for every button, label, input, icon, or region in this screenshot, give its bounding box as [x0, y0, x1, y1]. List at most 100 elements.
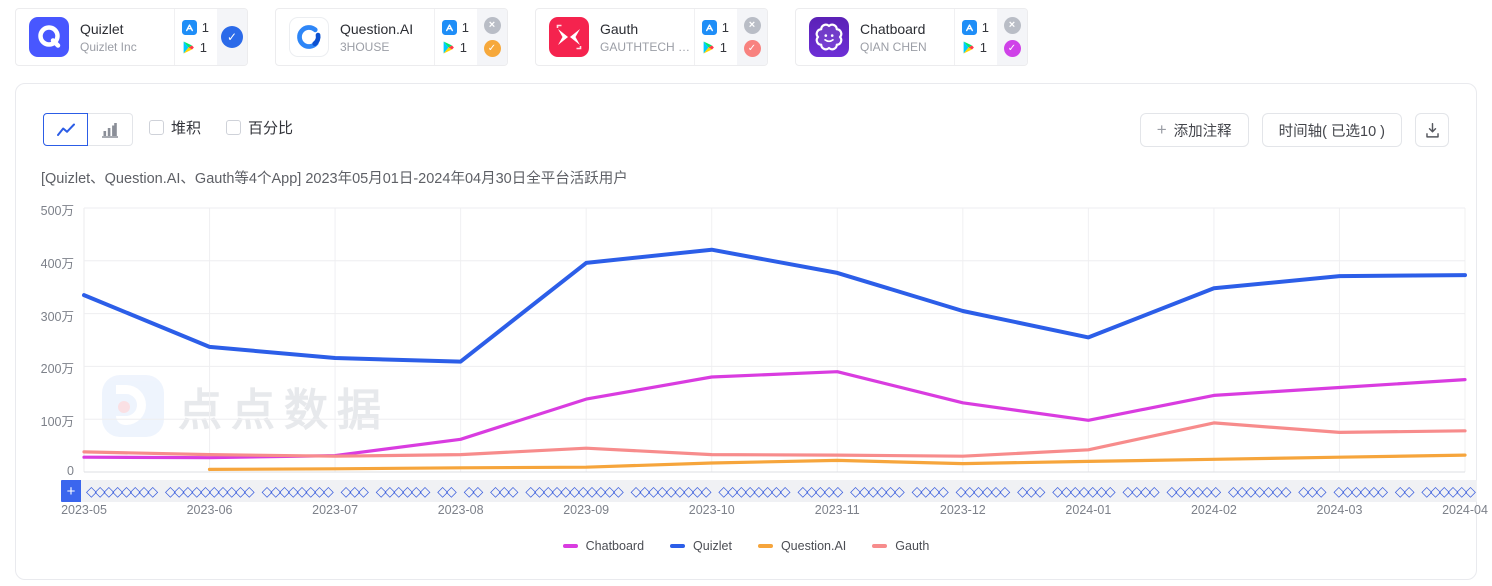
percent-checkbox[interactable]: 百分比 [226, 117, 293, 138]
store-counts: 1 1 [953, 9, 997, 65]
x-tick-label: 2024-02 [1190, 503, 1237, 517]
chart-toolbar-right: + 添加注释 时间轴( 已选10 ) [1139, 113, 1449, 147]
playstore-icon [443, 41, 454, 53]
chart-type-toggle [43, 113, 133, 146]
playstore-count-row: 1 [702, 40, 729, 55]
selected-check-icon[interactable]: ✓ [221, 26, 243, 48]
appstore-count: 1 [721, 19, 729, 35]
bar-chart-icon [102, 122, 118, 138]
selected-check-icon[interactable]: ✓ [1003, 40, 1021, 57]
line-chart-toggle-button[interactable] [43, 113, 88, 146]
app-card-text: Chatboard QIAN CHEN [860, 21, 954, 54]
add-annotation-label: 添加注释 [1173, 123, 1232, 140]
app-company: QIAN CHEN [860, 39, 927, 54]
appstore-count-row: 1 [961, 19, 989, 35]
annotation-marker-strip[interactable]: + ◇◇◇◇◇◇◇◇ ◇◇◇◇◇◇◇◇◇◇ ◇◇◇◇◇◇◇◇ ◇◇◇ ◇◇◇◇◇… [61, 480, 1477, 502]
x-tick-label: 2023-08 [437, 503, 484, 517]
app-card-text: Question.AI 3HOUSE [340, 21, 434, 54]
appstore-count-row: 1 [441, 19, 469, 35]
line-chart-plot[interactable] [82, 207, 1467, 473]
appstore-icon [701, 19, 717, 35]
x-tick-label: 2023-07 [312, 503, 359, 517]
y-tick-label: 500万 [40, 204, 74, 218]
download-icon [1425, 122, 1439, 138]
legend-label: Question.AI [780, 539, 847, 553]
selected-check-icon[interactable]: ✓ [483, 40, 501, 57]
version-marker-icons[interactable]: ◇◇◇◇◇◇◇◇ ◇◇◇◇◇◇◇◇◇◇ ◇◇◇◇◇◇◇◇ ◇◇◇ ◇◇◇◇◇◇ … [86, 483, 1477, 499]
card-action-area: ✓ [217, 9, 247, 65]
store-counts: 1 1 [433, 9, 477, 65]
remove-app-icon[interactable]: × [1003, 17, 1021, 34]
download-button[interactable] [1415, 113, 1449, 147]
appstore-icon [181, 19, 197, 35]
legend-swatch [872, 544, 888, 548]
add-annotation-button[interactable]: + 添加注释 [1139, 113, 1249, 147]
legend-swatch [562, 544, 578, 548]
series-line-chatboard [82, 370, 1467, 460]
percent-checkbox-box[interactable] [226, 120, 241, 135]
app-name: Chatboard [860, 20, 926, 37]
legend-swatch [757, 544, 773, 548]
chart-legend: Chatboard Quizlet Question.AI Gauth [16, 539, 1476, 553]
card-action-area: × ✓ [477, 9, 507, 65]
add-marker-button[interactable]: + [61, 480, 81, 502]
store-counts: 1 1 [173, 9, 217, 65]
card-action-area: × ✓ [737, 9, 767, 65]
playstore-count: 1 [199, 39, 207, 55]
series-line-question-ai [207, 453, 1467, 471]
appstore-count: 1 [981, 19, 989, 35]
app-company: Quizlet Inc [80, 39, 137, 54]
app-card-text: Gauth GAUTHTECH PT... [600, 21, 694, 54]
chatboard-app-icon [809, 17, 849, 57]
plus-icon: + [1156, 120, 1167, 139]
stacked-checkbox-label: 堆积 [171, 120, 202, 137]
app-card-question-ai[interactable]: Question.AI 3HOUSE 1 1 × ✓ [275, 8, 508, 66]
timeline-button[interactable]: 时间轴( 已选10 ) [1261, 113, 1402, 147]
bar-chart-toggle-button[interactable] [88, 113, 133, 146]
quizlet-app-icon [29, 17, 69, 57]
app-name: Quizlet [80, 20, 124, 37]
legend-item-chatboard[interactable]: Chatboard [562, 539, 644, 553]
playstore-count-row: 1 [182, 40, 209, 55]
app-name: Gauth [600, 20, 639, 37]
stacked-checkbox-box[interactable] [149, 120, 164, 135]
app-card-quizlet[interactable]: Quizlet Quizlet Inc 1 1 ✓ [15, 8, 248, 66]
gauth-app-icon [549, 17, 589, 57]
series-line-quizlet [82, 247, 1467, 364]
appstore-count-row: 1 [181, 19, 209, 35]
stacked-checkbox[interactable]: 堆积 [149, 117, 201, 138]
remove-app-icon[interactable]: × [743, 17, 761, 34]
app-card-chatboard[interactable]: Chatboard QIAN CHEN 1 1 × ✓ [795, 8, 1028, 66]
chart-canvas [82, 207, 1467, 473]
x-tick-label: 2023-06 [186, 503, 233, 517]
selected-check-icon[interactable]: ✓ [743, 40, 761, 57]
app-card-gauth[interactable]: Gauth GAUTHTECH PT... 1 1 × ✓ [535, 8, 768, 66]
x-tick-label: 2024-01 [1065, 503, 1112, 517]
app-company: GAUTHTECH PT... [600, 39, 694, 54]
playstore-count: 1 [719, 39, 727, 55]
chart-title: [Quizlet、Question.AI、Gauth等4个App] 2023年0… [41, 171, 628, 187]
playstore-count-row: 1 [442, 40, 469, 55]
x-tick-label: 2023-10 [688, 503, 735, 517]
x-tick-label: 2024-03 [1316, 503, 1363, 517]
question-ai-app-icon [289, 17, 329, 57]
legend-label: Gauth [895, 539, 930, 553]
legend-item-quizlet[interactable]: Quizlet [670, 539, 732, 553]
x-tick-label: 2024-04 [1442, 503, 1488, 517]
store-counts: 1 1 [693, 9, 737, 65]
line-chart-icon [56, 123, 75, 136]
playstore-count: 1 [459, 39, 467, 55]
remove-app-icon[interactable]: × [483, 17, 501, 34]
appstore-icon [441, 19, 457, 35]
legend-item-question-ai[interactable]: Question.AI [757, 539, 847, 553]
y-tick-label: 300万 [40, 309, 74, 324]
playstore-count-row: 1 [962, 40, 989, 55]
app-card-text: Quizlet Quizlet Inc [80, 21, 174, 54]
appstore-count: 1 [461, 19, 469, 35]
x-tick-label: 2023-12 [939, 503, 986, 517]
legend-item-gauth[interactable]: Gauth [872, 539, 929, 553]
appstore-icon [961, 19, 977, 35]
legend-label: Quizlet [693, 539, 732, 553]
y-tick-label: 400万 [40, 256, 74, 271]
